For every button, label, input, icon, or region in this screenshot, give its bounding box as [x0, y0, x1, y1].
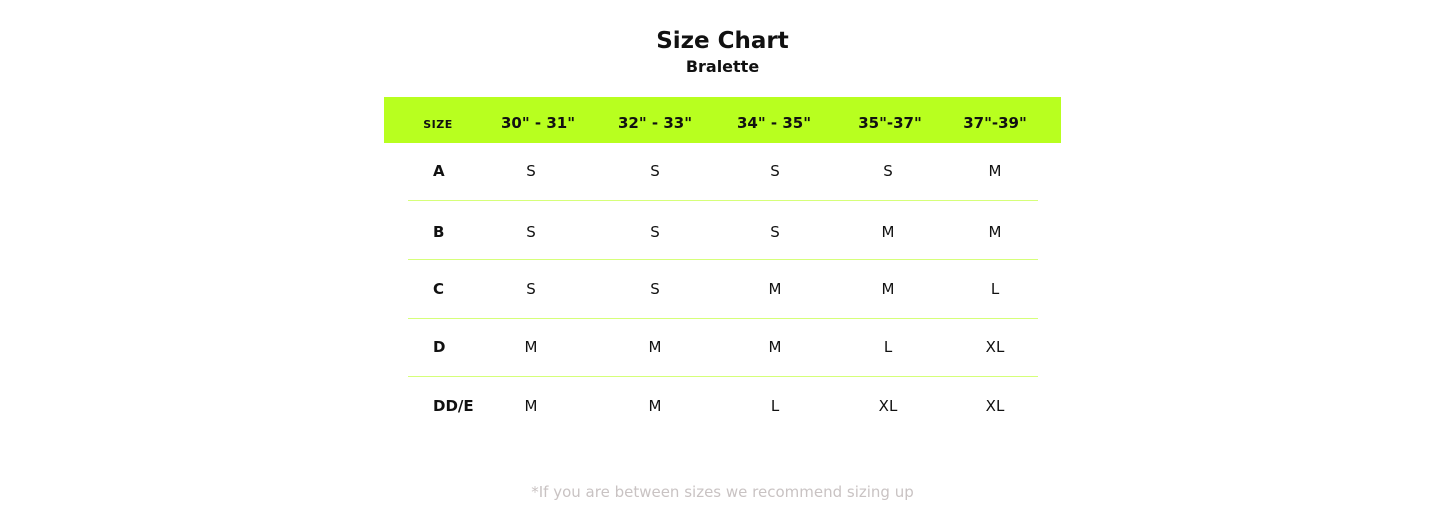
- header-size: SIZE: [423, 118, 453, 131]
- table-cell: M: [648, 397, 662, 415]
- page-title: Size Chart: [656, 28, 789, 54]
- table-cell: XL: [985, 338, 1005, 356]
- table-cell: S: [526, 162, 536, 180]
- row-label: D: [433, 338, 446, 356]
- table-cell: M: [881, 223, 895, 241]
- header-col: 30" - 31": [500, 114, 576, 132]
- page-subtitle: Bralette: [685, 57, 760, 76]
- row-label: A: [433, 162, 445, 180]
- row-divider: [408, 200, 1038, 201]
- sizing-note: *If you are between sizes we recommend s…: [531, 483, 914, 501]
- table-cell: S: [526, 280, 536, 298]
- table-row: D M M M L XL: [384, 338, 1061, 358]
- header-col: 32" - 33": [617, 114, 693, 132]
- table-cell: M: [648, 338, 662, 356]
- table-cell: S: [770, 162, 780, 180]
- table-cell: S: [650, 162, 660, 180]
- row-divider: [408, 376, 1038, 377]
- table-cell: S: [883, 162, 893, 180]
- table-cell: L: [990, 280, 1000, 298]
- table-cell: XL: [878, 397, 898, 415]
- row-label: B: [433, 223, 445, 241]
- table-cell: L: [770, 397, 780, 415]
- table-cell: M: [988, 162, 1002, 180]
- row-label: C: [433, 280, 445, 298]
- table-cell: M: [524, 338, 538, 356]
- row-label: DD/E: [433, 397, 474, 415]
- table-cell: M: [768, 338, 782, 356]
- table-cell: M: [988, 223, 1002, 241]
- header-col: 37"-39": [963, 114, 1027, 132]
- table-cell: XL: [985, 397, 1005, 415]
- table-cell: S: [650, 223, 660, 241]
- table-cell: S: [650, 280, 660, 298]
- row-divider: [408, 318, 1038, 319]
- table-cell: M: [881, 280, 895, 298]
- table-cell: M: [524, 397, 538, 415]
- header-col: 34" - 35": [736, 114, 812, 132]
- table-cell: S: [526, 223, 536, 241]
- header-col: 35"-37": [858, 114, 922, 132]
- table-header: SIZE 30" - 31" 32" - 33" 34" - 35" 35"-3…: [384, 97, 1061, 143]
- table-cell: L: [883, 338, 893, 356]
- table-cell: S: [770, 223, 780, 241]
- table-row: DD/E M M L XL XL: [384, 397, 1061, 417]
- table-cell: M: [768, 280, 782, 298]
- row-divider: [408, 259, 1038, 260]
